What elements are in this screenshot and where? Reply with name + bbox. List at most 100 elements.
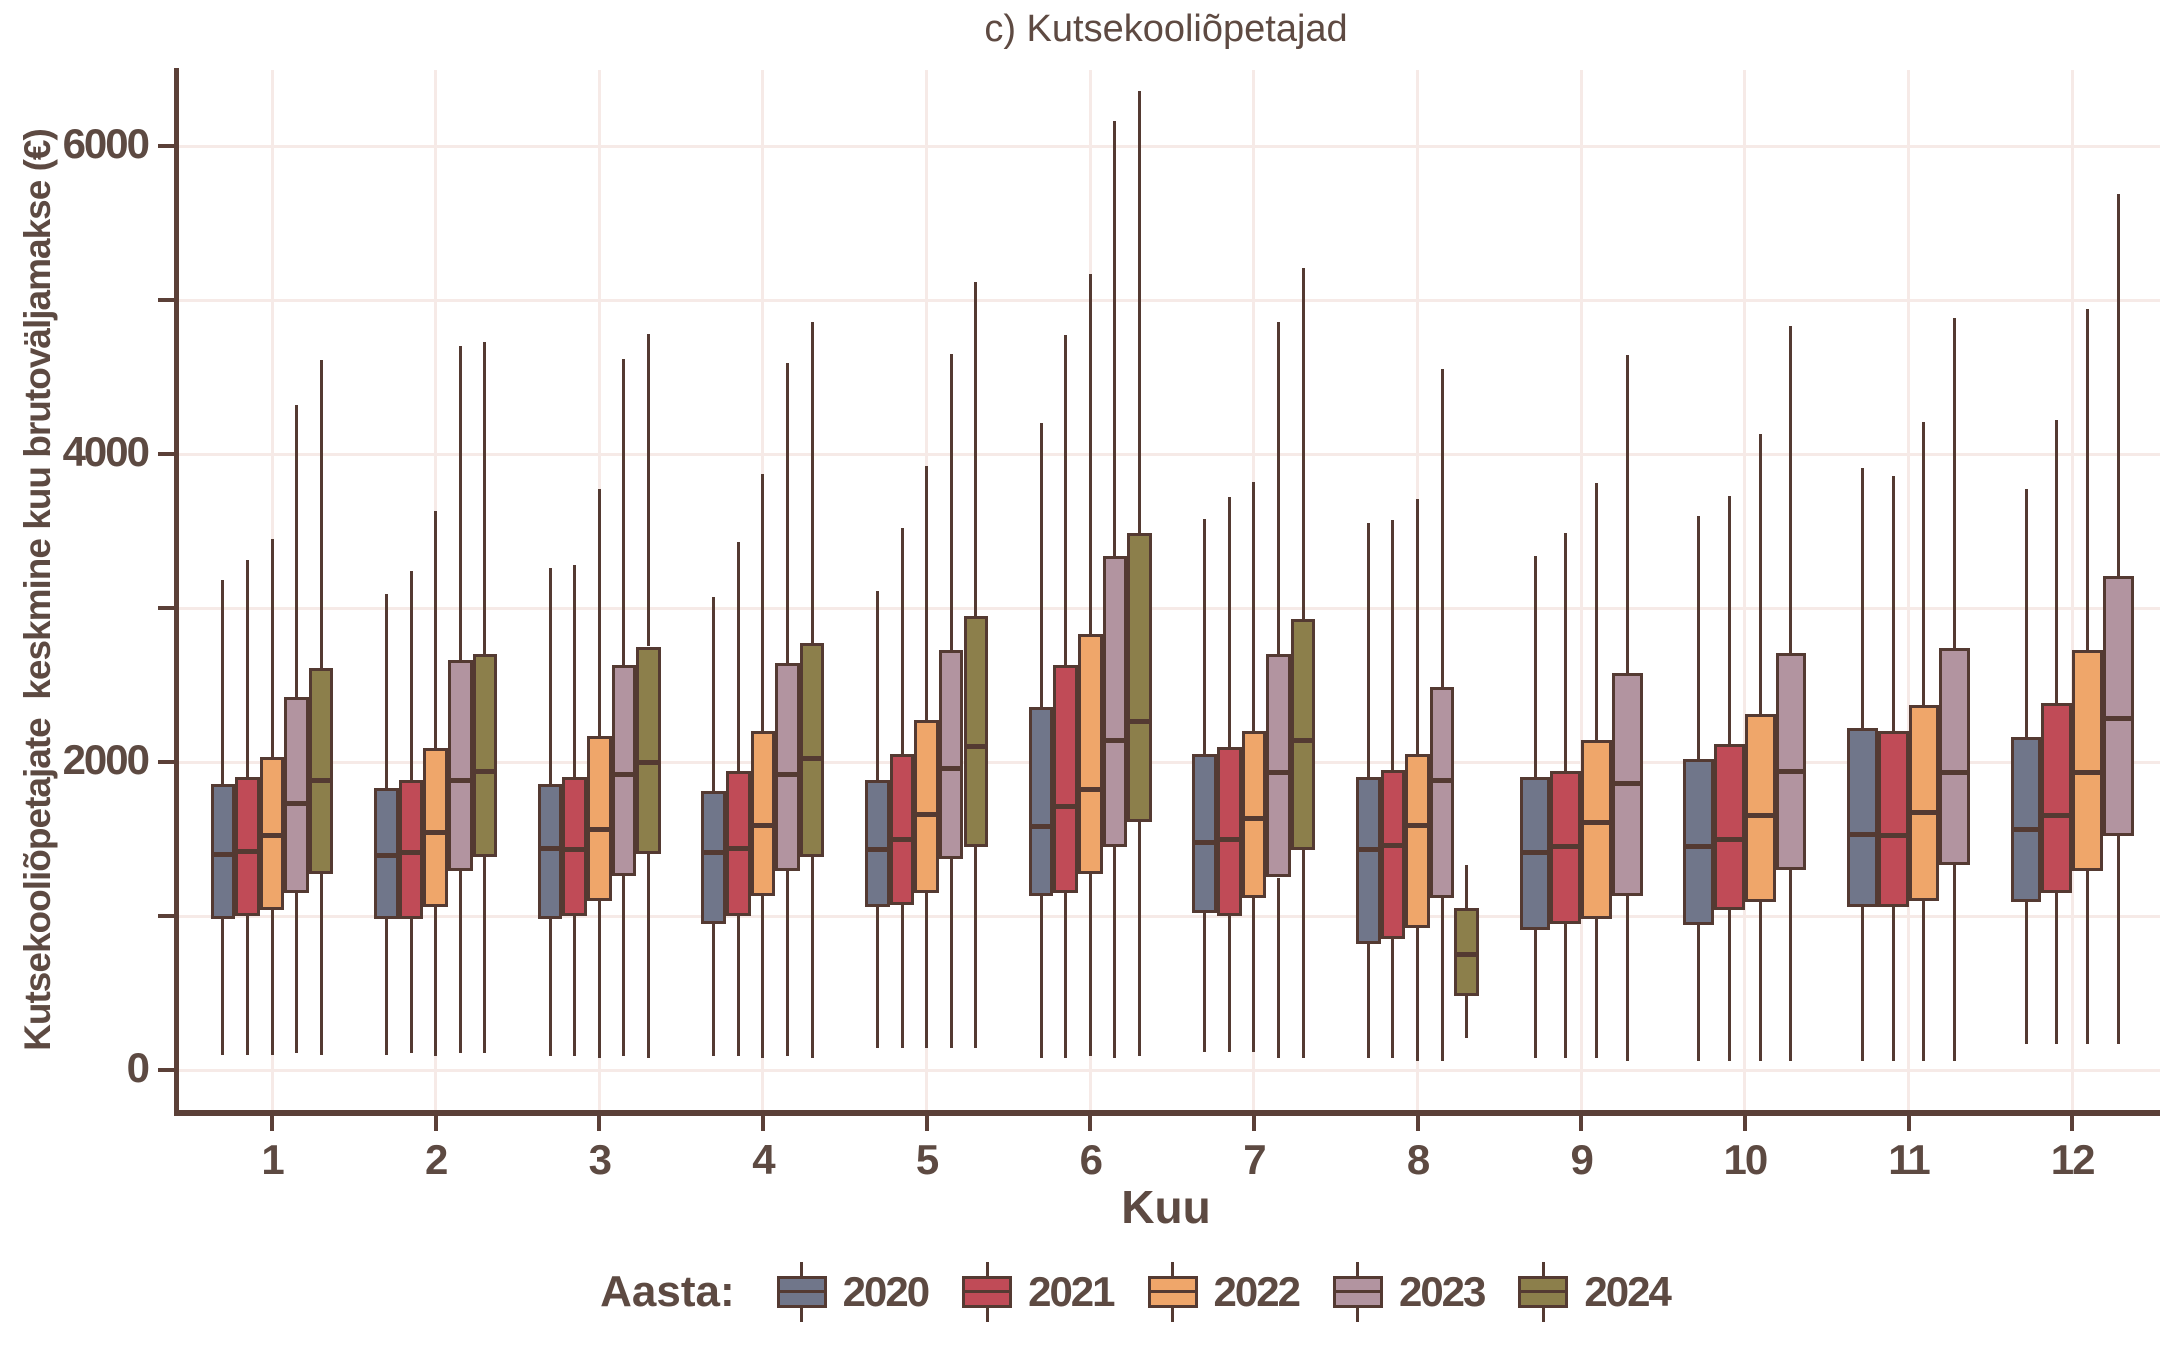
boxplot-lower-whisker (622, 875, 626, 1057)
boxplot-median (701, 850, 727, 856)
boxplot-median (938, 765, 964, 771)
x-gridline (1743, 70, 1747, 1110)
boxplot-median (1877, 833, 1909, 839)
legend-item-2022: 2022 (1147, 1262, 1301, 1322)
boxplot-median (1908, 810, 1940, 816)
boxplot-lower-whisker (2055, 892, 2059, 1044)
boxplot-box (636, 646, 661, 855)
boxplot-lower-whisker (974, 846, 978, 1049)
x-tick-mark (270, 1116, 274, 1131)
boxplot-lower-whisker (712, 923, 716, 1057)
y-tick-mark (158, 760, 174, 764)
y-gridline (178, 1068, 2160, 1072)
boxplot-box (398, 780, 424, 920)
boxplot-median (963, 744, 989, 750)
boxplot-median (562, 847, 587, 853)
x-tick-label: 2 (424, 1136, 448, 1183)
boxplot-lower-whisker (1440, 897, 1444, 1061)
boxplot-box (1744, 714, 1776, 903)
boxplot-box (938, 649, 964, 860)
boxplot-lower-whisker (1203, 912, 1207, 1052)
boxplot-median (1454, 952, 1480, 957)
legend-year-label: 2021 (1028, 1268, 1115, 1315)
legend-key-median-line (1332, 1290, 1383, 1293)
boxplot-median (423, 830, 448, 836)
boxplot-lower-whisker (270, 909, 274, 1055)
x-tick-label: 10 (1723, 1136, 1768, 1183)
legend-key-median-line (962, 1290, 1013, 1293)
boxplot-box (889, 754, 915, 906)
boxplot-box (726, 771, 751, 916)
boxplot-upper-whisker (1922, 421, 1926, 706)
boxplot-box (1429, 686, 1455, 898)
legend-item-2021: 2021 (962, 1262, 1116, 1322)
boxplot-median (1939, 770, 1970, 776)
boxplot-box (210, 783, 236, 920)
boxplot-upper-whisker (1953, 318, 1957, 649)
boxplot-upper-whisker (409, 571, 413, 781)
boxplot-lower-whisker (1277, 877, 1280, 1058)
boxplot-upper-whisker (1203, 518, 1207, 755)
boxplot-lower-whisker (295, 892, 299, 1054)
y-gridline (178, 452, 2160, 456)
boxplot-upper-whisker (1465, 865, 1469, 909)
y-tick-mark (158, 298, 174, 302)
boxplot-box (1581, 740, 1612, 920)
boxplot-lower-whisker (1860, 906, 1864, 1061)
boxplot-box (1380, 769, 1406, 940)
boxplot-lower-whisker (1391, 939, 1395, 1058)
boxplot-box (2102, 575, 2134, 836)
boxplot-box (611, 664, 637, 876)
boxplot-lower-whisker (1088, 874, 1092, 1057)
boxplot-upper-whisker (434, 510, 438, 749)
x-axis-label: Kuu (1121, 1181, 1211, 1233)
boxplot-upper-whisker (2024, 489, 2028, 738)
boxplot-box (2010, 737, 2042, 903)
boxplot-box (2072, 649, 2103, 872)
boxplot-lower-whisker (245, 916, 249, 1055)
boxplot-upper-whisker (1137, 90, 1141, 533)
boxplot-median (1127, 719, 1152, 725)
boxplot-box (1266, 654, 1291, 878)
boxplot-median (1714, 836, 1745, 842)
boxplot-median (1550, 844, 1582, 850)
boxplot-lower-whisker (1301, 849, 1305, 1058)
boxplot-lower-whisker (1697, 925, 1701, 1061)
x-tick-label: 11 (1888, 1136, 1930, 1183)
x-tick-mark (1742, 1116, 1747, 1131)
y-tick-label: 2000 (62, 736, 150, 783)
chart-title: c) Kutsekooliõpetajad (984, 8, 1348, 50)
boxplot-median (1102, 737, 1128, 743)
boxplot-median (2010, 827, 2042, 833)
x-tick-label: 12 (2050, 1136, 2096, 1183)
boxplot-median (472, 768, 498, 774)
legend-key-boxplot-icon (1518, 1262, 1569, 1322)
boxplot-median (235, 848, 260, 854)
boxplot-box (1847, 728, 1878, 907)
boxplot-box (1217, 746, 1242, 916)
boxplot-median (1192, 839, 1217, 845)
x-tick-mark (924, 1116, 929, 1131)
boxplot-lower-whisker (1465, 996, 1469, 1038)
boxplot-lower-whisker (900, 905, 904, 1049)
boxplot-lower-whisker (1595, 919, 1599, 1058)
boxplot-median (2072, 770, 2103, 776)
boxplot-lower-whisker (1366, 943, 1370, 1058)
x-tick-mark (1088, 1116, 1093, 1131)
boxplot-median (1744, 813, 1776, 819)
boxplot-box (284, 697, 309, 893)
boxplot-median (284, 801, 309, 807)
boxplot-lower-whisker (925, 892, 929, 1049)
x-tick-mark (1415, 1116, 1420, 1131)
boxplot-median (1519, 850, 1551, 856)
legend-key-boxplot-icon (1332, 1262, 1383, 1322)
y-gridline (178, 760, 2160, 764)
boxplot-lower-whisker (1533, 929, 1537, 1058)
boxplot-upper-whisker (925, 466, 929, 721)
boxplot-lower-whisker (1922, 900, 1926, 1061)
boxplot-median (1683, 844, 1715, 850)
boxplot-lower-whisker (434, 906, 438, 1057)
boxplot-median (447, 777, 473, 783)
boxplot-box (1775, 652, 1807, 870)
